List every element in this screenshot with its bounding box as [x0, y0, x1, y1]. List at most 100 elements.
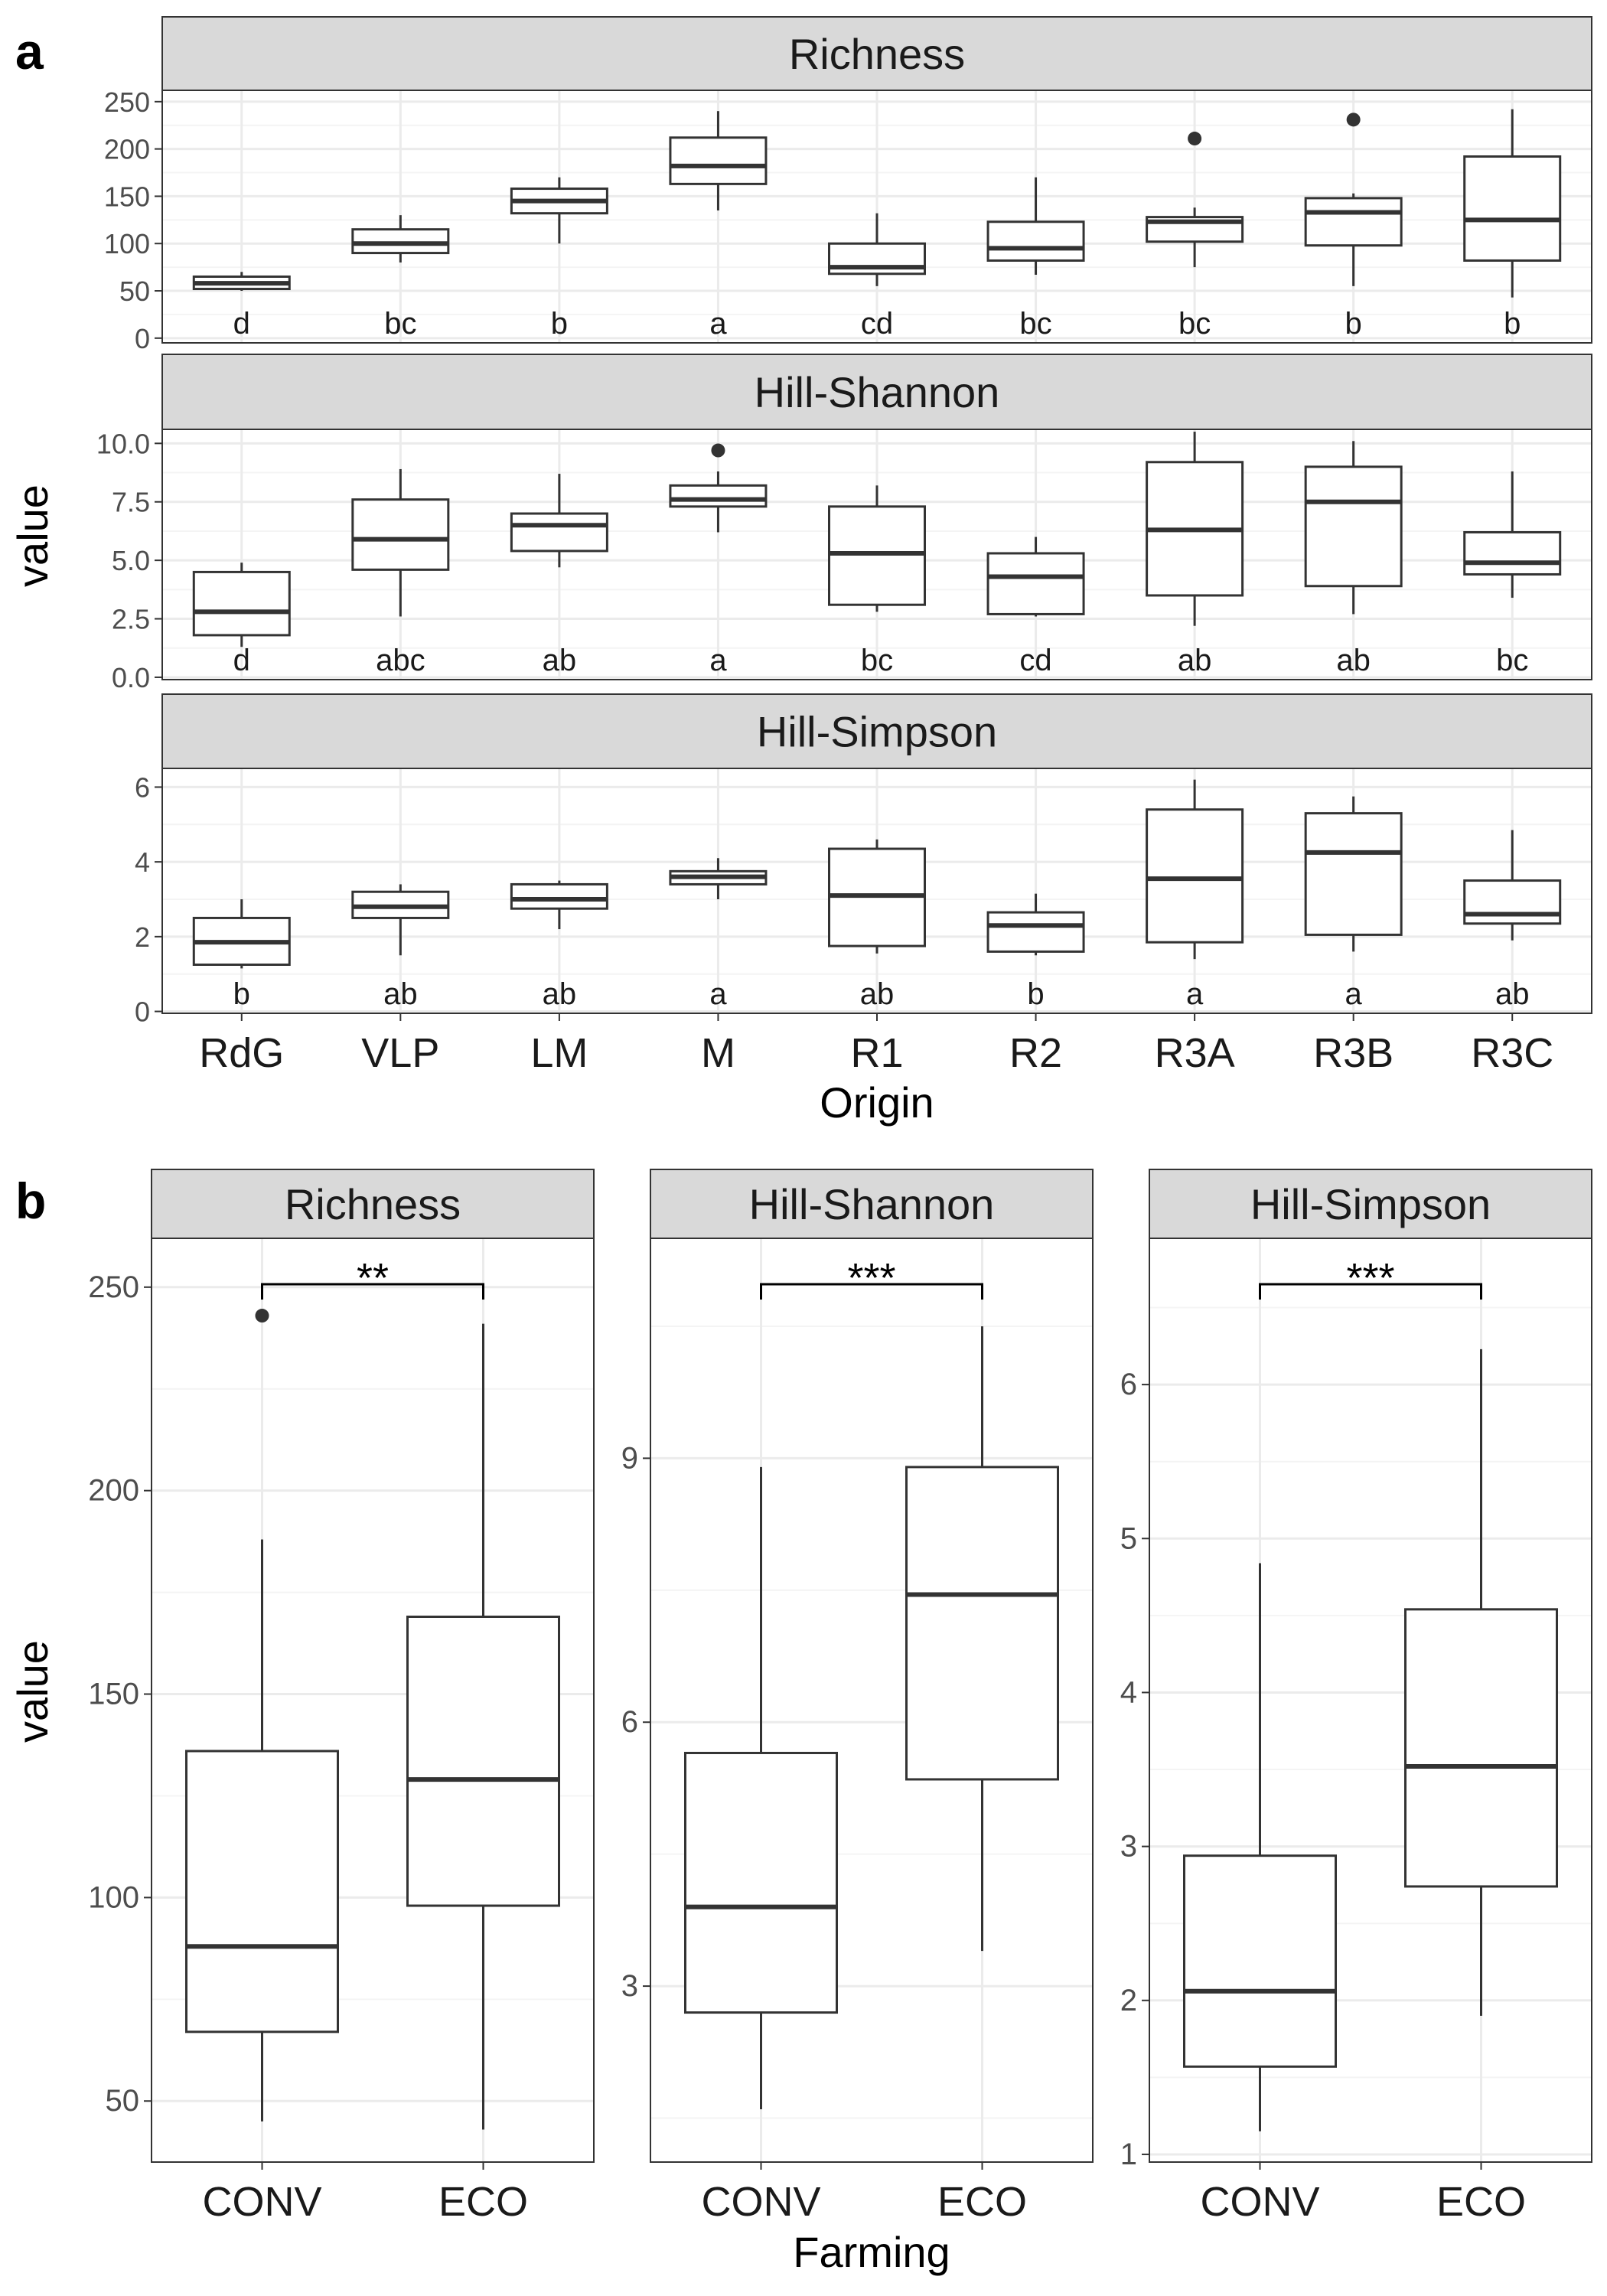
box-iqr	[684, 1751, 838, 2014]
y-tick-label: 2	[1120, 1984, 1137, 2017]
boxplot-R2	[986, 177, 1085, 276]
box-iqr	[1404, 1608, 1558, 1888]
plot-border	[650, 1238, 1094, 2163]
box-iqr	[192, 570, 291, 637]
box-iqr	[406, 1615, 560, 1907]
significance-bracket	[760, 1283, 983, 1300]
boxplot-R1	[828, 839, 926, 954]
facet-title: Richness	[789, 30, 965, 78]
y-tick-label: 2.5	[112, 604, 150, 635]
y-tick-label: 250	[88, 1270, 139, 1304]
boxplot-CONV	[1183, 1563, 1337, 2131]
significance-letter: d	[233, 644, 250, 677]
panel-letter-b: b	[15, 1172, 46, 1229]
x-tick-label: CONV	[1200, 2179, 1319, 2225]
y-tick-label: 5	[1120, 1521, 1137, 1555]
box-iqr	[185, 1750, 339, 2033]
significance-letter: cd	[1019, 644, 1051, 677]
y-tick-label: 150	[88, 1678, 139, 1711]
boxplot-R3C	[1463, 830, 1562, 941]
y-tick-label: 9	[621, 1441, 638, 1475]
boxplot-CONV	[185, 1309, 339, 2122]
outlier-point	[255, 1309, 269, 1323]
boxplot-LM	[510, 177, 608, 244]
facet-b-hill-simpson: Hill-Simpson 1 2 3 4 5 6 *** CONV ECO	[1120, 1169, 1592, 2225]
significance-letter: ab	[1495, 977, 1530, 1011]
y-tick-label: 0.0	[112, 662, 150, 693]
y-axis-title-b: value	[8, 1640, 57, 1743]
y-tick-label: 3	[1120, 1830, 1137, 1864]
boxplot-RdG	[192, 899, 291, 969]
boxplot-R3B	[1304, 441, 1403, 615]
boxplot-M	[669, 111, 768, 210]
x-tick-label: R3C	[1471, 1030, 1553, 1076]
significance-letter: b	[233, 977, 250, 1011]
boxplot-VLP	[351, 215, 450, 263]
box-iqr	[1183, 1854, 1337, 2068]
y-tick-label: 100	[88, 1880, 139, 1914]
box-iqr	[1463, 879, 1562, 925]
significance-bracket	[261, 1283, 484, 1300]
box-iqr	[1304, 465, 1403, 588]
box-iqr	[510, 882, 608, 910]
y-tick-label: 10.0	[96, 428, 150, 459]
box-iqr	[1463, 530, 1562, 576]
boxplot-R2	[986, 536, 1085, 617]
boxplot-R1	[828, 213, 926, 286]
facet-title: Richness	[285, 1180, 461, 1228]
box-iqr	[1146, 808, 1244, 944]
outlier-point	[1188, 132, 1202, 146]
significance-stars: ***	[1346, 1255, 1394, 1301]
plot-border	[161, 429, 1592, 680]
significance-letter: b	[1345, 307, 1362, 341]
box-iqr	[986, 552, 1085, 615]
y-tick-label: 0	[135, 996, 150, 1028]
boxplot-R3A	[1146, 779, 1244, 960]
x-tick-label: R3B	[1313, 1030, 1393, 1076]
box-iqr	[351, 498, 450, 571]
y-tick-label: 200	[104, 134, 150, 165]
significance-letter: bc	[384, 307, 416, 341]
x-axis-title: Origin	[820, 1078, 934, 1127]
boxplot-M	[669, 443, 768, 533]
boxplot-LM	[510, 880, 608, 930]
boxplot-M	[669, 858, 768, 899]
significance-letter: ab	[1178, 644, 1212, 677]
x-tick-label: LM	[530, 1030, 588, 1076]
boxplot-ECO	[905, 1326, 1059, 1952]
boxplot-R1	[828, 485, 926, 612]
facet-strip	[161, 693, 1592, 769]
y-tick-label: 50	[106, 2084, 140, 2118]
significance-letter: d	[233, 307, 250, 341]
y-axis-title: value	[8, 484, 57, 587]
significance-letter: ab	[1336, 644, 1371, 677]
y-tick-label: 1	[1120, 2138, 1137, 2171]
y-tick-label: 6	[135, 771, 150, 803]
facet-strip	[161, 16, 1592, 91]
facet-richness: Richness 0 50 100 150 200 250 d bc b a cd bc bc b b	[104, 16, 1592, 354]
boxplot-R3C	[1463, 109, 1562, 298]
significance-letter: a	[709, 644, 727, 677]
y-tick-label: 0	[135, 323, 150, 354]
y-tick-label: 3	[621, 1969, 638, 2003]
y-tick-label: 150	[104, 181, 150, 212]
box-iqr	[669, 136, 768, 185]
y-tick-label: 50	[119, 276, 150, 307]
significance-letter: ab	[860, 977, 895, 1011]
facet-strip	[151, 1169, 595, 1239]
outlier-point	[711, 443, 725, 458]
significance-letter: b	[1027, 977, 1044, 1011]
boxplot-LM	[510, 474, 608, 568]
significance-letter: bc	[1496, 644, 1528, 677]
facet-strip	[650, 1169, 1094, 1239]
significance-letter: b	[551, 307, 568, 341]
y-tick-label: 7.5	[112, 487, 150, 518]
x-tick-label: CONV	[701, 2179, 820, 2225]
significance-stars: **	[357, 1255, 389, 1301]
boxplot-ECO	[1404, 1349, 1558, 2016]
significance-letter: bc	[861, 644, 893, 677]
outlier-point	[1346, 113, 1361, 127]
facet-strip	[161, 354, 1592, 430]
